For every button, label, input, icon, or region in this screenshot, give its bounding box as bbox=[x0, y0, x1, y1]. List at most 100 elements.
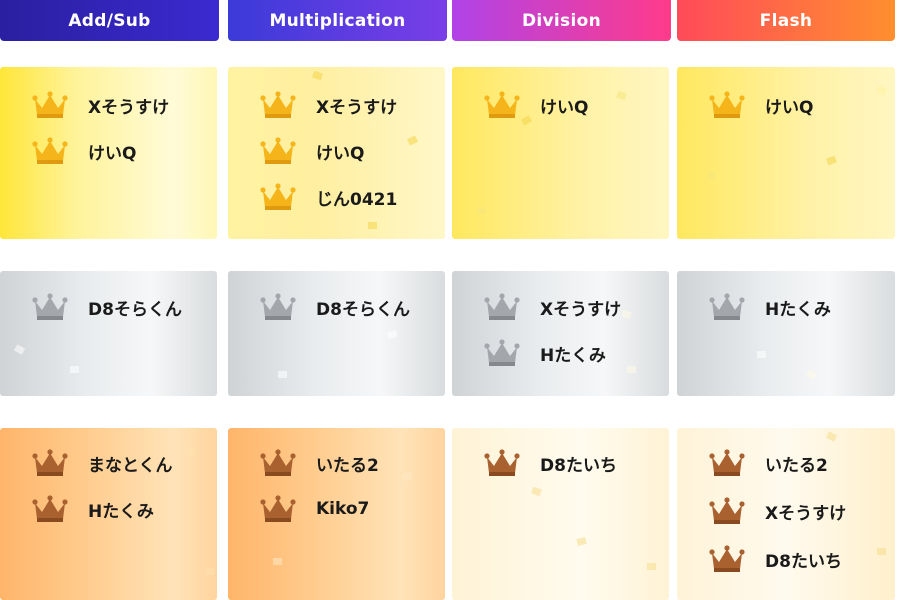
gold-crown-icon bbox=[709, 91, 745, 118]
list-item: Xそうすけ bbox=[709, 493, 846, 529]
tab-label: Multiplication bbox=[269, 10, 406, 31]
bronze-crown-icon bbox=[709, 545, 745, 572]
player-name: D8そらくん bbox=[316, 299, 410, 320]
list-item: けいQ bbox=[32, 133, 136, 169]
gold-card-add-sub: Xそうすけ けいQ bbox=[0, 67, 217, 239]
silver-card-add-sub: D8そらくん bbox=[0, 271, 217, 396]
player-name: じん0421 bbox=[316, 189, 398, 210]
bronze-card-division: D8たいち bbox=[452, 428, 669, 600]
confetti bbox=[273, 558, 282, 565]
gold-crown-icon bbox=[484, 91, 520, 118]
gold-crown-icon bbox=[260, 91, 296, 118]
list-item: けいQ bbox=[709, 87, 813, 123]
list-item: D8そらくん bbox=[260, 289, 410, 325]
confetti bbox=[826, 155, 837, 166]
confetti bbox=[531, 486, 542, 497]
gold-crown-icon bbox=[260, 183, 296, 210]
confetti bbox=[805, 369, 818, 380]
confetti bbox=[368, 222, 377, 229]
confetti bbox=[205, 568, 214, 575]
player-name: Xそうすけ bbox=[765, 503, 847, 524]
list-item: Xそうすけ bbox=[484, 289, 621, 325]
tab-flash[interactable]: Flash bbox=[677, 0, 895, 41]
confetti bbox=[621, 309, 632, 320]
bronze-card-flash: いたる2 Xそうすけ D8たいち bbox=[677, 428, 895, 600]
player-name: Hたくみ bbox=[88, 501, 154, 522]
bronze-crown-icon bbox=[32, 495, 68, 522]
confetti bbox=[877, 548, 886, 555]
confetti bbox=[757, 351, 766, 358]
list-item: まなとくん bbox=[32, 445, 173, 481]
confetti bbox=[387, 329, 398, 340]
list-item: いたる2 bbox=[709, 445, 828, 481]
player-name: けいQ bbox=[88, 143, 137, 164]
gold-crown-icon bbox=[32, 91, 68, 118]
confetti bbox=[406, 135, 419, 146]
bronze-crown-icon bbox=[260, 495, 296, 522]
bronze-crown-icon bbox=[260, 449, 296, 476]
silver-crown-icon bbox=[484, 293, 520, 320]
list-item: Kiko7 bbox=[260, 491, 369, 527]
gold-crown-icon bbox=[260, 137, 296, 164]
tab-label: Add/Sub bbox=[68, 10, 151, 31]
silver-card-division: Xそうすけ Hたくみ bbox=[452, 271, 669, 396]
gold-card-flash: けいQ bbox=[677, 67, 895, 239]
list-item: Xそうすけ bbox=[260, 87, 397, 123]
silver-crown-icon bbox=[484, 339, 520, 366]
player-name: D8たいち bbox=[540, 455, 617, 476]
list-item: Hたくみ bbox=[709, 289, 831, 325]
confetti bbox=[13, 344, 26, 355]
list-item: けいQ bbox=[260, 133, 364, 169]
player-name: Kiko7 bbox=[316, 499, 370, 519]
list-item: Hたくみ bbox=[484, 335, 606, 371]
silver-crown-icon bbox=[709, 293, 745, 320]
confetti bbox=[875, 85, 888, 96]
list-item: D8たいち bbox=[709, 541, 842, 577]
list-item: Xそうすけ bbox=[32, 87, 169, 123]
confetti bbox=[707, 172, 716, 179]
confetti bbox=[616, 90, 627, 101]
list-item: いたる2 bbox=[260, 445, 379, 481]
player-name: けいQ bbox=[765, 97, 814, 118]
gold-crown-icon bbox=[32, 137, 68, 164]
bronze-card-multiplication: いたる2 Kiko7 bbox=[228, 428, 445, 600]
silver-crown-icon bbox=[32, 293, 68, 320]
tab-label: Division bbox=[522, 10, 601, 31]
player-name: けいQ bbox=[540, 97, 589, 118]
player-name: Hたくみ bbox=[765, 299, 831, 320]
confetti bbox=[184, 446, 195, 457]
player-name: D8そらくん bbox=[88, 299, 182, 320]
player-name: いたる2 bbox=[316, 455, 379, 476]
player-name: Xそうすけ bbox=[540, 299, 622, 320]
player-name: まなとくん bbox=[88, 455, 173, 476]
confetti bbox=[825, 431, 838, 442]
confetti bbox=[647, 563, 656, 570]
tab-division[interactable]: Division bbox=[452, 0, 671, 41]
list-item: D8たいち bbox=[484, 445, 617, 481]
bronze-crown-icon bbox=[484, 449, 520, 476]
bronze-crown-icon bbox=[709, 449, 745, 476]
gold-card-multiplication: Xそうすけ けいQ じん0421 bbox=[228, 67, 445, 239]
player-name: Xそうすけ bbox=[88, 97, 170, 118]
gold-card-division: けいQ bbox=[452, 67, 669, 239]
confetti bbox=[312, 70, 323, 81]
confetti bbox=[576, 536, 587, 547]
silver-crown-icon bbox=[260, 293, 296, 320]
silver-card-flash: Hたくみ bbox=[677, 271, 895, 396]
player-name: いたる2 bbox=[765, 455, 828, 476]
player-name: Xそうすけ bbox=[316, 97, 398, 118]
list-item: Hたくみ bbox=[32, 491, 154, 527]
confetti bbox=[627, 366, 636, 373]
tab-label: Flash bbox=[759, 10, 813, 31]
player-name: Hたくみ bbox=[540, 345, 606, 366]
tab-multiplication[interactable]: Multiplication bbox=[228, 0, 447, 41]
bronze-crown-icon bbox=[32, 449, 68, 476]
confetti bbox=[402, 471, 413, 482]
list-item: じん0421 bbox=[260, 179, 397, 215]
list-item: けいQ bbox=[484, 87, 588, 123]
list-item: D8そらくん bbox=[32, 289, 182, 325]
player-name: D8たいち bbox=[765, 551, 842, 572]
bronze-card-add-sub: まなとくん Hたくみ bbox=[0, 428, 217, 600]
confetti bbox=[477, 207, 486, 214]
tab-add-sub[interactable]: Add/Sub bbox=[0, 0, 219, 41]
